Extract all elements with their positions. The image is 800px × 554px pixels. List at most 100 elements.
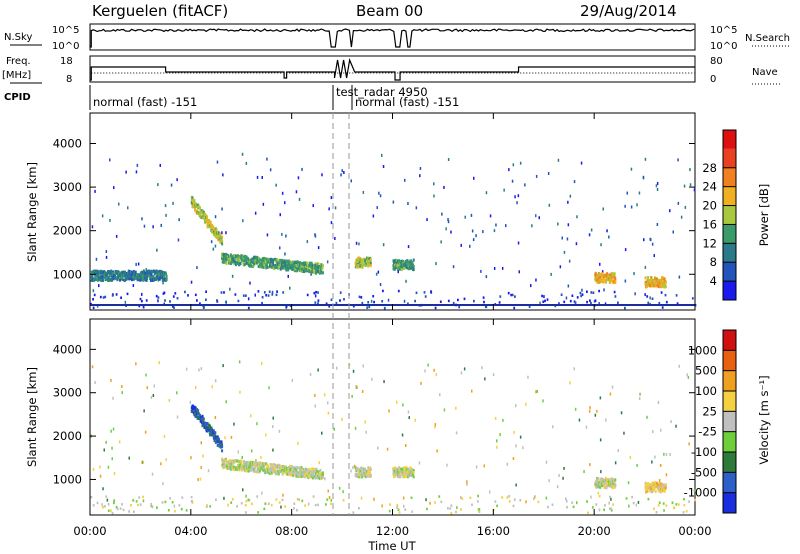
nsky-panel: N.Sky 10^5 10^0 10^5 10^0 N.Search [4,23,790,52]
power-noise-cell [375,272,378,276]
time-tick-label: 00:00 [678,524,711,538]
power-noise-cell [511,179,514,183]
velocity-noise-cell [190,456,192,460]
power-echo-cell [132,275,135,279]
power-noise-cell [407,245,410,249]
velocity-noise-cell [678,364,680,368]
power-echo-cell [647,284,650,288]
velocity-noise-cell [513,430,515,434]
power-echo-cell [315,270,317,274]
velocity-noise-cell [245,494,247,498]
power-ground-cell [275,293,278,297]
velocity-ground-cell [460,496,462,499]
power-noise-cell [403,299,406,303]
power-noise-cell [460,243,462,247]
velocity-ground-cell [682,511,685,514]
power-ground-cell [660,291,663,294]
velocity-echo-cell [369,468,372,471]
velocity-echo-cell [205,422,208,425]
velocity-ground-cell [694,498,696,502]
power-echo-cell [237,261,240,264]
power-noise-cell [266,233,269,237]
power-noise-cell [221,207,223,211]
velocity-echo-cell [197,409,200,413]
power-echo-cell [284,260,287,264]
velocity-noise-cell [443,408,446,412]
power-echo-cell [214,233,217,237]
power-echo-cell [224,255,227,259]
velocity-noise-cell [576,501,578,505]
power-ground-cell [613,290,616,294]
velocity-noise-cell [396,400,398,404]
power-echo-cell [272,261,275,264]
power-noise-cell [568,259,571,263]
power-noise-cell [644,293,646,297]
velocity-noise-cell [152,394,155,397]
velocity-echo-cell [404,466,407,470]
velocity-noise-cell [425,498,427,502]
velocity-echo-cell [321,475,324,479]
power-noise-cell [472,238,475,242]
power-echo-cell [144,271,147,275]
power-echo-cell [644,280,647,284]
power-noise-cell [626,191,628,195]
velocity-colorbar-label: Velocity [m s⁻¹] [757,375,771,464]
velocity-echo-cell [247,468,250,471]
power-echo-cell [296,260,299,264]
velocity-ground-cell [683,497,685,501]
velocity-echo-cell [255,463,258,467]
power-echo-cell [103,274,106,277]
velocity-echo-cell [403,466,406,470]
power-noise-cell [382,243,385,247]
velocity-noise-cell [268,386,270,390]
power-echo-cell [299,269,302,273]
velocity-noise-cell [552,425,554,429]
velocity-echo-cell [216,443,219,447]
power-ground-cell [139,297,142,301]
power-ground-cell [544,299,546,303]
power-echo-cell [97,270,100,274]
velocity-ground-cell [96,501,99,505]
velocity-echo-cell [407,467,410,471]
power-echo-cell [110,269,113,273]
velocity-echo-cell [367,472,370,476]
power-echo-cell [155,277,158,281]
velocity-echo-cell [609,477,612,481]
power-echo-cell [236,254,239,258]
velocity-echo-cell [412,473,414,477]
power-ground-cell [247,306,250,310]
velocity-noise-cell [113,472,116,475]
velocity-echo-cell [293,472,296,476]
power-noise-cell [377,270,380,274]
velocity-echo-cell [274,464,277,468]
power-ground-cell [675,294,678,297]
velocity-echo-cell [213,438,216,442]
power-ground-cell [267,294,270,297]
power-noise-cell [262,202,265,206]
power-echo-cell [287,268,290,272]
velocity-echo-cell [301,474,304,478]
velocity-echo-cell [369,474,372,478]
power-noise-cell [440,240,442,244]
power-ground-cell [268,290,271,293]
power-colorbar-swatch [723,262,736,282]
power-echo-cell [311,266,314,269]
velocity-noise-cell [112,396,114,400]
power-echo-cell [298,268,301,272]
power-echo-cell [302,267,305,271]
velocity-noise-cell [338,486,341,490]
power-ground-cell [335,301,338,305]
power-echo-cell [396,263,399,267]
velocity-ground-cell [460,508,462,511]
velocity-noise-cell [600,470,602,474]
velocity-noise-cell [629,456,632,460]
velocity-noise-cell [402,403,404,407]
power-ground-cell [542,300,545,303]
power-echo-cell [296,269,299,273]
velocity-noise-cell [146,386,148,390]
velocity-ground-cell [404,508,407,511]
velocity-echo-cell [216,435,219,439]
velocity-noise-cell [475,465,478,469]
velocity-echo-cell [316,470,319,473]
velocity-ground-cell [169,497,172,500]
